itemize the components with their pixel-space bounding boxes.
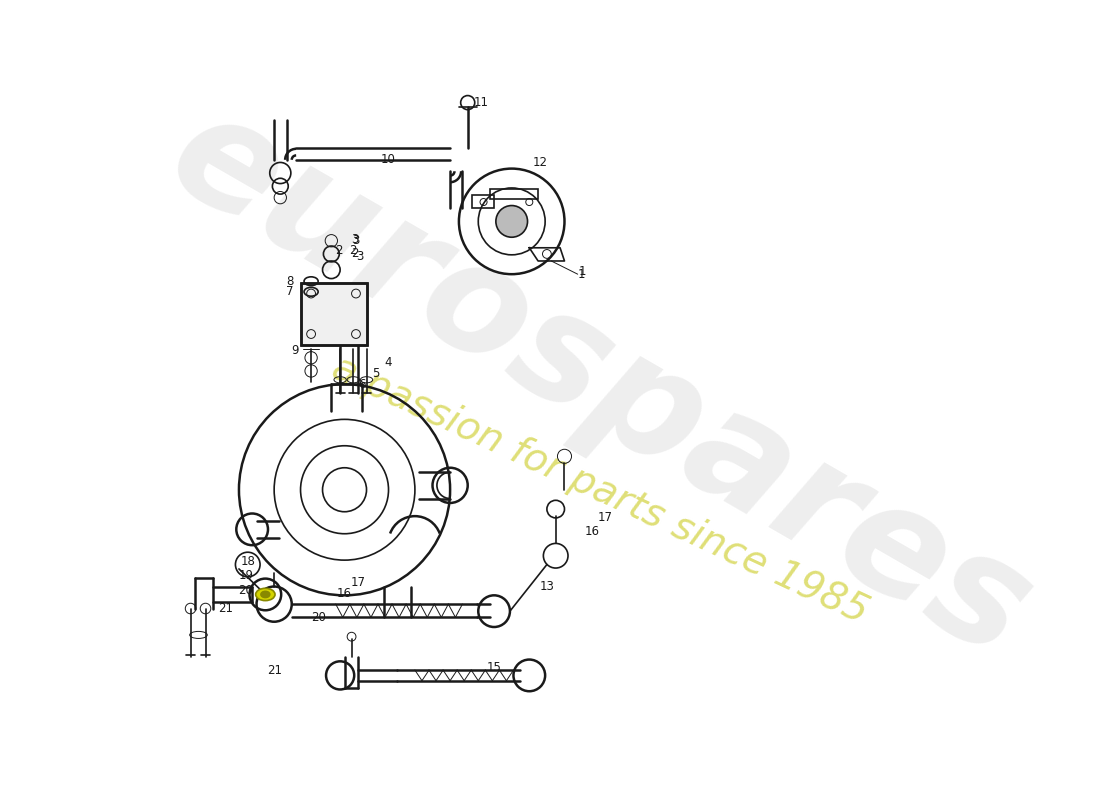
Text: 18: 18 (240, 555, 255, 568)
Text: 9: 9 (292, 344, 299, 358)
Text: 8: 8 (286, 274, 294, 288)
Text: 17: 17 (350, 576, 365, 589)
Text: 2: 2 (349, 244, 356, 257)
Text: 12: 12 (532, 156, 548, 169)
Circle shape (496, 206, 528, 238)
Text: 21: 21 (266, 664, 282, 677)
Text: 16: 16 (585, 525, 601, 538)
Text: 20: 20 (239, 585, 253, 598)
Text: a passion for parts since 1985: a passion for parts since 1985 (326, 349, 873, 631)
Text: 15: 15 (486, 661, 502, 674)
Text: 7: 7 (286, 286, 294, 298)
Text: 11: 11 (473, 96, 488, 109)
Ellipse shape (255, 588, 275, 601)
Text: 19: 19 (239, 570, 253, 582)
Bar (300, 283, 366, 345)
Bar (472, 195, 494, 208)
Text: 2: 2 (336, 244, 343, 257)
Text: 10: 10 (381, 154, 396, 166)
Text: 1: 1 (578, 268, 585, 281)
Text: eurospares: eurospares (144, 78, 1055, 690)
Bar (300, 283, 366, 345)
Text: 13: 13 (539, 580, 554, 593)
Text: 3: 3 (356, 250, 363, 263)
Text: 5: 5 (372, 367, 379, 380)
Text: 3: 3 (352, 234, 360, 247)
Text: 1: 1 (579, 265, 586, 278)
Text: 3: 3 (351, 234, 359, 246)
Text: 4: 4 (385, 356, 393, 369)
Text: 6: 6 (359, 378, 366, 390)
Text: 16: 16 (337, 587, 352, 600)
Ellipse shape (261, 591, 270, 598)
Text: 20: 20 (310, 611, 326, 624)
Text: 21: 21 (218, 602, 233, 615)
Bar (490, 189, 538, 199)
Text: 17: 17 (597, 511, 613, 525)
Text: 2: 2 (351, 247, 359, 261)
